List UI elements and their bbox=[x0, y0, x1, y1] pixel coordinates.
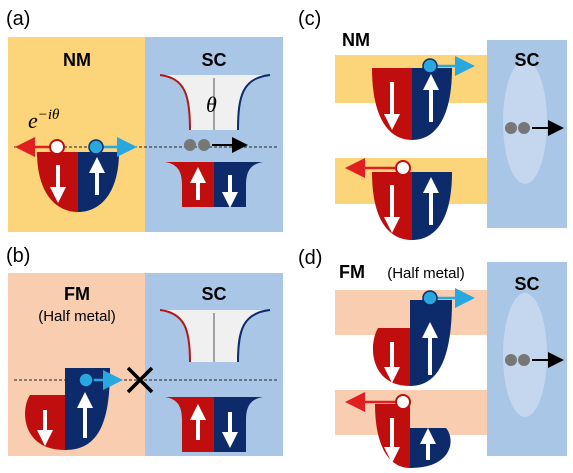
region-subtitle: (Half metal) bbox=[38, 308, 116, 325]
electron bbox=[423, 291, 437, 305]
region-title: FM bbox=[339, 262, 365, 282]
region-title: SC bbox=[201, 284, 226, 304]
cooper-pair bbox=[184, 139, 196, 151]
cooper-pair bbox=[505, 122, 517, 134]
electron bbox=[89, 140, 103, 154]
hole bbox=[50, 140, 64, 154]
electron bbox=[79, 373, 93, 387]
panel-label: (b) bbox=[6, 245, 30, 267]
hole bbox=[396, 161, 410, 175]
cooper-pair bbox=[505, 354, 517, 366]
region-title: NM bbox=[63, 50, 91, 70]
page: (a) NM SC e−iθ θ (b) FM (Half metal) SC … bbox=[0, 0, 573, 473]
panel-label: (a) bbox=[6, 8, 30, 30]
panel-d: (d) FM (Half metal) SC bbox=[298, 247, 567, 468]
cooper-pair bbox=[518, 354, 530, 366]
panel-a: (a) NM SC e−iθ θ bbox=[6, 8, 283, 232]
region-subtitle: (Half metal) bbox=[387, 265, 465, 282]
figure: (a) NM SC e−iθ θ (b) FM (Half metal) SC … bbox=[0, 0, 573, 473]
panel-c: (c) NM SC bbox=[298, 8, 567, 240]
cooper-pair bbox=[518, 122, 530, 134]
region-title: SC bbox=[201, 50, 226, 70]
panel-label: (d) bbox=[298, 247, 322, 269]
band-up bbox=[410, 428, 451, 468]
phase-exponent: −iθ bbox=[38, 107, 60, 123]
hole bbox=[396, 395, 410, 409]
panel-b: (b) FM (Half metal) SC bbox=[6, 245, 283, 456]
angle: θ bbox=[206, 92, 217, 117]
phase-base: e bbox=[28, 108, 38, 133]
panel-label: (c) bbox=[298, 8, 321, 30]
region-title: SC bbox=[514, 274, 539, 294]
region-title: SC bbox=[514, 50, 539, 70]
cooper-pair bbox=[198, 139, 210, 151]
region-title: NM bbox=[342, 30, 370, 50]
condensate bbox=[503, 60, 547, 184]
electron bbox=[423, 59, 437, 73]
region-title: FM bbox=[64, 284, 90, 304]
